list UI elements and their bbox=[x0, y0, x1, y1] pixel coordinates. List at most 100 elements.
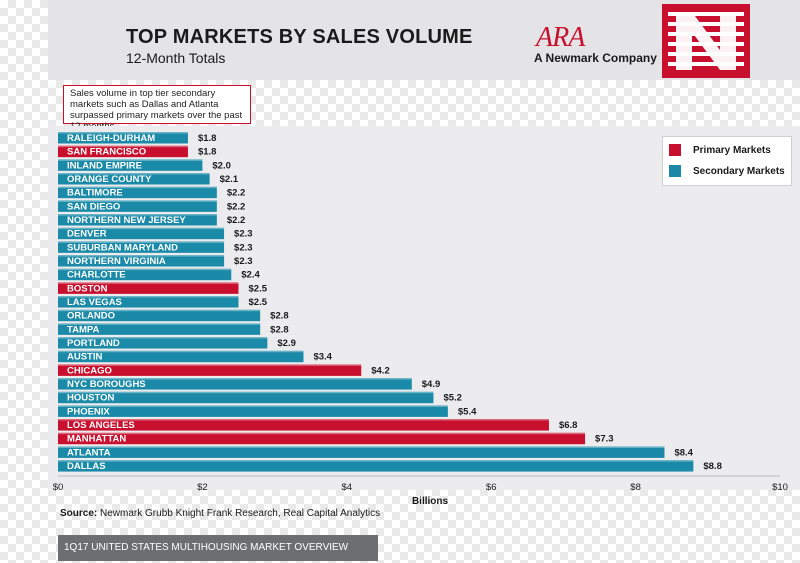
bar-value-label: $1.8 bbox=[198, 147, 217, 158]
n-logo-icon bbox=[668, 12, 744, 70]
bar-category-label: INLAND EMPIRE bbox=[67, 160, 142, 171]
bar bbox=[58, 309, 261, 322]
x-axis-label: Billions bbox=[411, 496, 449, 507]
bar-category-label: CHICAGO bbox=[67, 365, 112, 376]
bar-value-label: $2.5 bbox=[249, 297, 268, 308]
bar-category-label: PHOENIX bbox=[67, 406, 110, 417]
bar-value-label: $4.9 bbox=[422, 379, 441, 390]
bar-highlight bbox=[58, 364, 362, 366]
bar-highlight bbox=[58, 460, 694, 462]
bar-category-label: PORTLAND bbox=[67, 338, 120, 349]
bar-value-label: $3.4 bbox=[313, 352, 332, 363]
bar bbox=[58, 214, 217, 226]
bar-category-label: LOS ANGELES bbox=[67, 420, 135, 431]
bar-highlight bbox=[58, 214, 217, 216]
bar-value-label: $4.2 bbox=[371, 365, 390, 376]
bar-highlight bbox=[58, 186, 217, 189]
bar-value-label: $2.2 bbox=[227, 215, 246, 226]
bar-highlight bbox=[58, 145, 188, 148]
source-text: Newmark Grubb Knight Frank Research, Rea… bbox=[100, 508, 381, 519]
bar bbox=[58, 159, 203, 171]
bar bbox=[58, 446, 665, 458]
bar bbox=[58, 173, 210, 185]
bar bbox=[58, 364, 362, 376]
bar-category-label: HOUSTON bbox=[67, 393, 114, 404]
x-tick-label: $8 bbox=[630, 482, 641, 493]
bar-highlight bbox=[58, 378, 412, 380]
bar-highlight bbox=[58, 337, 268, 339]
legend-label-primary: Primary Markets bbox=[693, 144, 771, 156]
bar-category-label: NYC BOROUGHS bbox=[67, 379, 146, 390]
bar-category-label: ORANGE COUNTY bbox=[67, 174, 152, 185]
newmark-n-logo bbox=[662, 4, 750, 78]
bar-category-label: DENVER bbox=[67, 229, 107, 240]
bar bbox=[58, 145, 188, 158]
bar-value-label: $2.4 bbox=[241, 270, 260, 281]
bar-category-label: DALLAS bbox=[67, 461, 106, 472]
bar-value-label: $2.1 bbox=[220, 174, 239, 185]
callout-note: Sales volume in top tier secondary marke… bbox=[63, 85, 251, 132]
x-tick-label: $10 bbox=[772, 482, 788, 493]
legend-label-secondary: Secondary Markets bbox=[693, 165, 785, 177]
bar bbox=[58, 350, 304, 363]
x-tick-label: $4 bbox=[342, 482, 353, 493]
bar-category-label: SUBURBAN MARYLAND bbox=[67, 242, 178, 253]
bar bbox=[58, 241, 225, 253]
bar bbox=[58, 268, 232, 281]
bar-category-label: ATLANTA bbox=[67, 447, 111, 458]
bar-value-label: $2.2 bbox=[227, 188, 246, 199]
chart-title: TOP MARKETS BY SALES VOLUME bbox=[126, 26, 473, 48]
bar bbox=[58, 200, 217, 212]
bar-category-label: MANHATTAN bbox=[67, 434, 126, 445]
bar bbox=[58, 255, 225, 267]
legend-swatch-primary bbox=[669, 144, 681, 156]
bar-highlight bbox=[58, 282, 239, 284]
bar-value-label: $2.8 bbox=[270, 324, 289, 335]
x-tick-label: $6 bbox=[486, 482, 497, 493]
bar-value-label: $2.9 bbox=[277, 338, 296, 349]
bar-value-label: $5.4 bbox=[458, 406, 477, 417]
chart-legend: Primary Markets Secondary Markets bbox=[662, 136, 792, 186]
bar-category-label: SAN FRANCISCO bbox=[67, 147, 146, 158]
bar-value-label: $2.3 bbox=[234, 256, 253, 267]
bar-value-label: $7.3 bbox=[595, 434, 614, 445]
x-tick-label: $2 bbox=[197, 482, 208, 493]
bar-highlight bbox=[58, 200, 217, 202]
bar-category-label: SAN DIEGO bbox=[67, 201, 120, 212]
bar bbox=[58, 419, 549, 431]
legend-item-primary: Primary Markets bbox=[669, 144, 771, 156]
bar-value-label: $2.8 bbox=[270, 311, 289, 322]
bar bbox=[58, 323, 261, 335]
bar bbox=[58, 378, 412, 390]
bar-highlight bbox=[58, 432, 586, 435]
bar bbox=[58, 227, 225, 240]
bar-value-label: $1.8 bbox=[198, 133, 217, 144]
footer-banner: 1Q17 UNITED STATES MULTIHOUSING MARKET O… bbox=[58, 535, 378, 561]
bar-category-label: RALEIGH-DURHAM bbox=[67, 133, 155, 144]
bar-value-label: $2.5 bbox=[249, 283, 268, 294]
bar bbox=[58, 296, 239, 308]
bar-category-label: NORTHERN VIRGINIA bbox=[67, 256, 166, 267]
bar-highlight bbox=[58, 350, 304, 353]
bar-value-label: $2.2 bbox=[227, 201, 246, 212]
bar-category-label: LAS VEGAS bbox=[67, 297, 122, 308]
bar-category-label: BOSTON bbox=[67, 283, 108, 294]
bar-highlight bbox=[58, 419, 549, 421]
bar-highlight bbox=[58, 227, 225, 230]
x-tick-label: $0 bbox=[53, 482, 64, 493]
bar bbox=[58, 132, 188, 144]
bar-category-label: NORTHERN NEW JERSEY bbox=[67, 215, 186, 226]
bar-highlight bbox=[58, 173, 210, 175]
legend-item-secondary: Secondary Markets bbox=[669, 165, 785, 177]
bar-highlight bbox=[58, 405, 448, 407]
bar bbox=[58, 460, 694, 472]
bar bbox=[58, 337, 268, 349]
bar-value-label: $2.3 bbox=[234, 229, 253, 240]
bar-category-label: AUSTIN bbox=[67, 352, 103, 363]
bar-category-label: CHARLOTTE bbox=[67, 270, 126, 281]
bar-category-label: BALTIMORE bbox=[67, 188, 123, 199]
bar-highlight bbox=[58, 159, 203, 161]
bar bbox=[58, 432, 586, 445]
bar-highlight bbox=[58, 391, 434, 394]
